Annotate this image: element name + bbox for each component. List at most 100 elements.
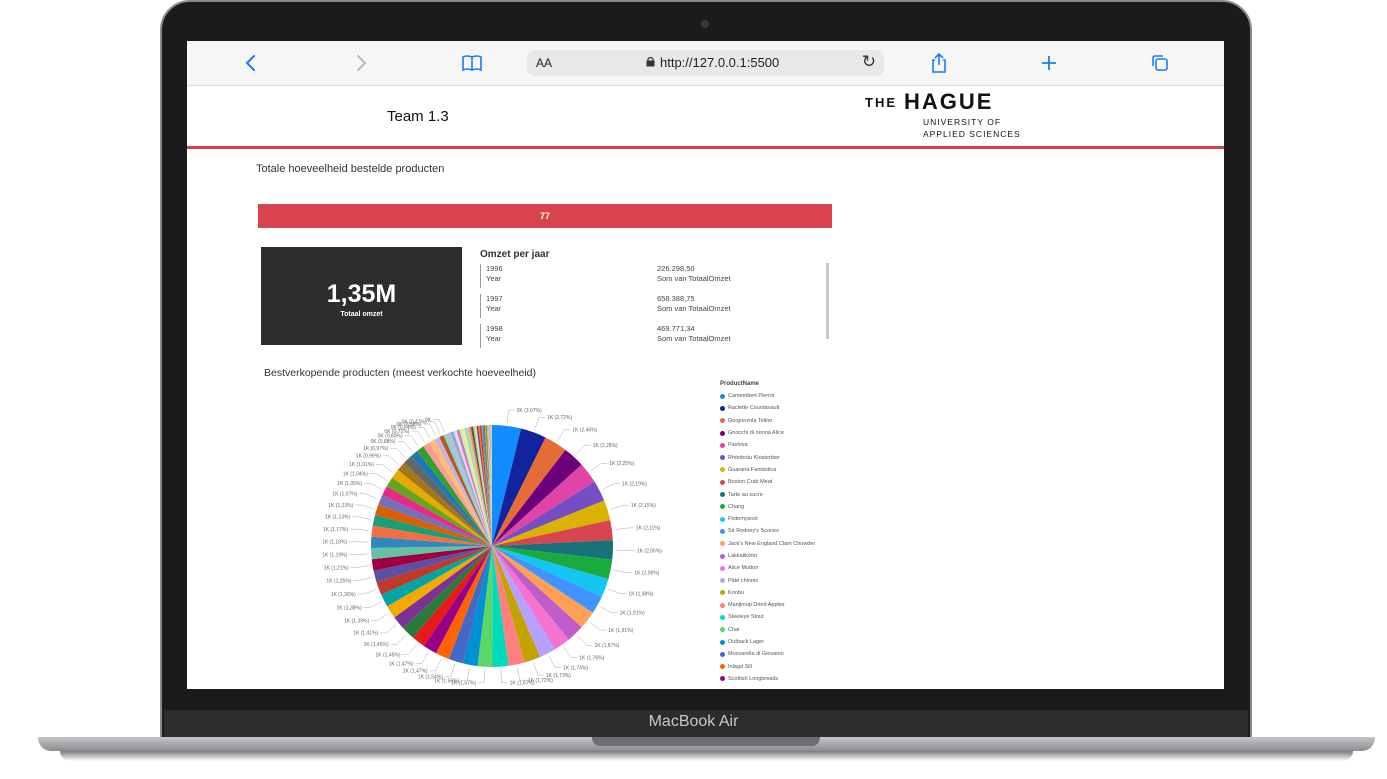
- pie-slice[interactable]: [386, 477, 492, 546]
- pie-slice[interactable]: [487, 425, 492, 546]
- pie-slice[interactable]: [492, 546, 525, 666]
- legend-item[interactable]: Konbu: [720, 587, 815, 599]
- pie-slice[interactable]: [485, 425, 492, 546]
- pie-slice[interactable]: [372, 514, 492, 546]
- pie-slice[interactable]: [466, 427, 492, 546]
- pie-slice[interactable]: [490, 425, 492, 546]
- pie-slice[interactable]: [443, 433, 492, 546]
- legend-item[interactable]: Alice Mutton: [720, 562, 815, 574]
- text-size-button[interactable]: AA: [536, 56, 553, 70]
- pie-slice[interactable]: [492, 540, 613, 560]
- pie-slice[interactable]: [492, 546, 555, 657]
- pie-slice[interactable]: [474, 425, 492, 546]
- legend-item[interactable]: Scottish Longbreads: [720, 673, 815, 685]
- legend-item[interactable]: Rhönbräu Klosterbier: [720, 451, 815, 463]
- legend-item[interactable]: Pâté chinois: [720, 574, 815, 586]
- pie-slice[interactable]: [464, 427, 492, 546]
- pie-slice[interactable]: [392, 470, 492, 546]
- pie-slice[interactable]: [373, 546, 492, 583]
- pie-slice[interactable]: [459, 428, 492, 546]
- legend-item[interactable]: Chang: [720, 501, 815, 513]
- legend-item[interactable]: Gnocchi di nonna Alice: [720, 427, 815, 439]
- pie-slice[interactable]: [423, 546, 492, 654]
- pie-slice[interactable]: [417, 446, 492, 546]
- pie-slice[interactable]: [492, 500, 611, 546]
- legend-item[interactable]: Manjimup Dried Apples: [720, 599, 815, 611]
- legend-item[interactable]: Pavlova: [720, 439, 815, 451]
- legend-item[interactable]: Camembert Pierrot: [720, 390, 815, 402]
- legend-item[interactable]: Chai: [720, 624, 815, 636]
- pie-slice[interactable]: [462, 546, 492, 667]
- legend-item[interactable]: Inlagd Sill: [720, 661, 815, 673]
- pie-slice[interactable]: [492, 546, 582, 640]
- pie-slice[interactable]: [402, 546, 492, 638]
- omzet-row[interactable]: 1996 Year 226.298,50 Som van TotaalOmzet: [480, 264, 830, 288]
- pie-slice[interactable]: [472, 426, 492, 546]
- pie-slice[interactable]: [461, 428, 492, 546]
- pie-chart[interactable]: 2K (3,07%) 1K (2,72%)1K (2,46%) 1K (2,28%)…: [317, 406, 677, 689]
- reload-icon[interactable]: ↻: [861, 52, 876, 71]
- bookmarks-icon[interactable]: [460, 51, 484, 75]
- back-icon[interactable]: [239, 51, 263, 75]
- pie-slice[interactable]: [492, 546, 509, 667]
- url-text[interactable]: http://127.0.0.1:5500: [660, 55, 780, 70]
- pie-slice[interactable]: [378, 495, 492, 546]
- pie-slice[interactable]: [492, 464, 595, 546]
- tabs-icon[interactable]: [1148, 51, 1172, 75]
- pie-slice[interactable]: [484, 425, 492, 546]
- pie-slice[interactable]: [488, 425, 492, 546]
- pie-slice[interactable]: [492, 520, 613, 546]
- new-tab-icon[interactable]: [1037, 51, 1061, 75]
- pie-slice[interactable]: [387, 546, 492, 618]
- pie-slice[interactable]: [456, 429, 492, 546]
- legend-item[interactable]: Jack's New England Clam Chowder: [720, 538, 815, 550]
- kpi-card[interactable]: 1,35M Totaal omzet: [261, 247, 462, 345]
- pie-slice[interactable]: [492, 437, 566, 546]
- pie-slice[interactable]: [381, 546, 492, 607]
- pie-slice[interactable]: [492, 481, 605, 546]
- legend-item[interactable]: Boston Crab Meat: [720, 476, 815, 488]
- address-bar[interactable]: AA http://127.0.0.1:5500 ↻: [527, 50, 884, 76]
- pie-slice[interactable]: [439, 435, 492, 546]
- pie-slice[interactable]: [492, 546, 593, 628]
- pie-slice[interactable]: [468, 426, 492, 546]
- pie-slice[interactable]: [492, 425, 522, 546]
- legend-item[interactable]: Guaraná Fantástica: [720, 464, 815, 476]
- pie-slice[interactable]: [394, 546, 492, 628]
- pie-slice[interactable]: [375, 504, 492, 546]
- pie-slice[interactable]: [492, 546, 613, 580]
- pie-slice[interactable]: [482, 425, 492, 546]
- pie-slice[interactable]: [489, 425, 492, 546]
- share-icon[interactable]: [927, 51, 951, 75]
- pie-slice[interactable]: [490, 425, 492, 546]
- pie-slice[interactable]: [453, 430, 492, 546]
- legend-item[interactable]: Flotemysost: [720, 513, 815, 525]
- pie-slice[interactable]: [491, 425, 492, 546]
- pie-slice[interactable]: [448, 546, 492, 664]
- legend-item[interactable]: Raclette Courdavault: [720, 402, 815, 414]
- legend-item[interactable]: Outback Lager: [720, 636, 815, 648]
- pie-slice[interactable]: [476, 425, 492, 546]
- pie-slice[interactable]: [446, 432, 492, 546]
- pie-slice[interactable]: [397, 462, 492, 546]
- legend-item[interactable]: Sir Rodney's Scones: [720, 525, 815, 537]
- pie-slice[interactable]: [478, 425, 492, 546]
- pie-slice[interactable]: [481, 425, 492, 546]
- pie-slice[interactable]: [382, 486, 492, 546]
- pie-slice[interactable]: [371, 536, 492, 548]
- pie-slice[interactable]: [492, 546, 609, 597]
- quantity-bar[interactable]: 77: [258, 204, 832, 228]
- omzet-row[interactable]: 1998 Year 469.771,34 Som van TotaalOmzet: [480, 324, 830, 348]
- pie-slice[interactable]: [371, 546, 492, 560]
- legend-item[interactable]: Lakkalikööri: [720, 550, 815, 562]
- pie-slice[interactable]: [434, 437, 492, 546]
- pie-slice[interactable]: [492, 546, 541, 663]
- pie-slice[interactable]: [470, 426, 492, 546]
- pie-slice[interactable]: [492, 546, 602, 613]
- pie-slice[interactable]: [483, 425, 492, 546]
- legend-item[interactable]: Tarte au sucre: [720, 488, 815, 500]
- pie-slice[interactable]: [450, 431, 492, 546]
- pie-slice[interactable]: [486, 425, 492, 546]
- legend-item[interactable]: Mozzarella di Giovanni: [720, 648, 815, 660]
- pie-slice[interactable]: [429, 439, 492, 546]
